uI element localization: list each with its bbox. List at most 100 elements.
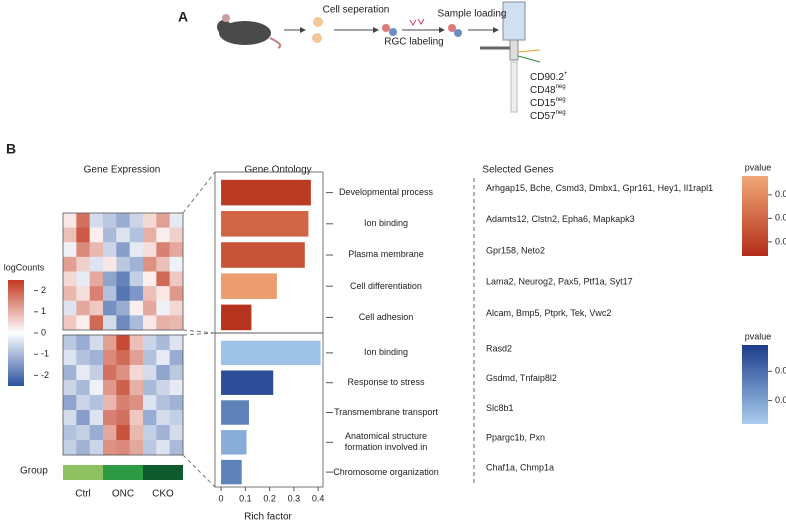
heatmap-cell	[63, 440, 77, 456]
marker-name: CD48	[530, 85, 556, 96]
schematic	[217, 1, 541, 113]
bar-title: Gene Ontology	[244, 165, 311, 176]
heatmap-cell	[116, 410, 130, 426]
heatmap-cell	[129, 256, 144, 272]
heatmap-cell	[156, 410, 170, 426]
category-text: Plasma membrane	[348, 249, 424, 260]
heatmap-cell	[63, 271, 77, 287]
bar	[221, 370, 274, 395]
heatmap-cell	[156, 286, 170, 302]
heatmap-cell	[89, 365, 104, 381]
heatmap-frame	[62, 334, 184, 456]
category-text: Cell adhesion	[358, 311, 414, 322]
heatmap-cell	[169, 300, 184, 316]
heatmap-cell	[129, 380, 144, 396]
gene-list: Lama2, Neurog2, Pax5, Ptf1a, Syt17	[486, 277, 633, 287]
group-bar	[143, 465, 183, 480]
heatmap-cell	[169, 242, 184, 258]
heatmap-cell	[89, 395, 104, 411]
heatmap-cell	[103, 365, 117, 381]
heatmap-cell	[89, 286, 104, 302]
heatmap-cell	[116, 227, 130, 243]
category-label: Cell adhesion	[358, 311, 414, 322]
gene-list: Slc8b1	[486, 403, 514, 413]
bar	[221, 273, 277, 299]
heatmap-cell	[89, 350, 104, 366]
colorbar-tick-label: 0.010	[775, 366, 786, 376]
heatmap-cell	[156, 365, 170, 381]
colorbar-tick-label: 0.02	[775, 213, 786, 223]
gene-list: Arhgap15, Bche, Csmd3, Dmbx1, Gpr161, He…	[486, 183, 713, 193]
marker-sup: neg	[556, 84, 566, 90]
heatmap-cell	[156, 315, 170, 331]
gene-list: Ppargc1b, Pxn	[486, 433, 545, 443]
heatmap-cell	[156, 227, 170, 243]
heatmap-cell	[76, 242, 90, 258]
heatmap-cell	[169, 440, 184, 456]
step-label: Sample loading	[438, 9, 507, 20]
genes-title: Selected Genes	[482, 165, 553, 176]
heatmap-cell	[143, 350, 157, 366]
heatmap-cell	[76, 213, 90, 228]
category-label: Plasma membrane	[348, 249, 424, 260]
gene-list: Gpr158, Neto2	[486, 245, 545, 255]
heatmap-cell	[63, 227, 77, 243]
heatmap-cell	[129, 300, 144, 316]
colorbar	[742, 176, 768, 256]
category-text: Cell differentiation	[350, 280, 422, 291]
heatmap-cell	[103, 410, 117, 426]
heatmap-cell	[63, 300, 77, 316]
heatmap-cell	[129, 242, 144, 258]
bar	[221, 304, 252, 331]
heatmap-cell	[169, 256, 184, 272]
bar	[221, 211, 309, 237]
marker-label: CD48neg	[530, 84, 566, 96]
heatmap-cell	[116, 380, 130, 396]
heatmap-cell	[76, 350, 90, 366]
heatmap-cell	[143, 213, 157, 228]
heatmap-cell	[143, 410, 157, 426]
bar	[221, 340, 321, 366]
bar	[221, 430, 247, 455]
heatmap-cell	[63, 286, 77, 302]
heatmap-cell	[116, 395, 130, 411]
category-text: Developmental process	[338, 187, 434, 198]
heatmap-cell	[103, 242, 117, 258]
category-label: Response to stress	[347, 377, 424, 387]
bar	[221, 179, 311, 206]
category-text: Ion binding	[363, 347, 409, 358]
heatmap-cell	[63, 315, 77, 331]
x-tick-label: 0.3	[288, 493, 301, 503]
bar	[221, 400, 249, 425]
heatmap-cell	[116, 300, 130, 316]
heatmap-cell	[103, 395, 117, 411]
colorbar-tick-label: 0.03	[775, 189, 786, 199]
group-label: Ctrl	[75, 489, 91, 500]
heatmap-cell	[76, 256, 90, 272]
heatmap-cell	[143, 315, 157, 331]
heatmap-cell	[103, 300, 117, 316]
heatmap-cell	[116, 242, 130, 258]
heatmap-cell	[76, 410, 90, 426]
colorbar-title: logCounts	[4, 262, 45, 272]
panel-frame	[214, 332, 324, 488]
heatmap-cell	[103, 286, 117, 302]
heatmap-cell	[89, 227, 104, 243]
heatmap-cell	[143, 440, 157, 456]
heatmap-cell	[143, 300, 157, 316]
heatmap-cell	[103, 256, 117, 272]
zoom-line	[182, 332, 216, 336]
heatmap-cell	[63, 395, 77, 411]
heatmap-cell	[156, 440, 170, 456]
colorbar-tick-label: -2	[41, 370, 49, 380]
heatmap-cell	[103, 350, 117, 366]
heatmap-cell	[116, 365, 130, 381]
heatmap-cell	[169, 410, 184, 426]
heatmap-cell	[103, 271, 117, 287]
gene-list: Adamts12, Clstn2, Epha6, Mapkapk3	[486, 214, 635, 224]
heatmap-cell	[169, 213, 184, 228]
heatmap-cell	[169, 350, 184, 366]
heatmap-cell	[116, 256, 130, 272]
marker-name: CD57	[530, 111, 556, 122]
category-label: Developmental process	[338, 187, 434, 198]
